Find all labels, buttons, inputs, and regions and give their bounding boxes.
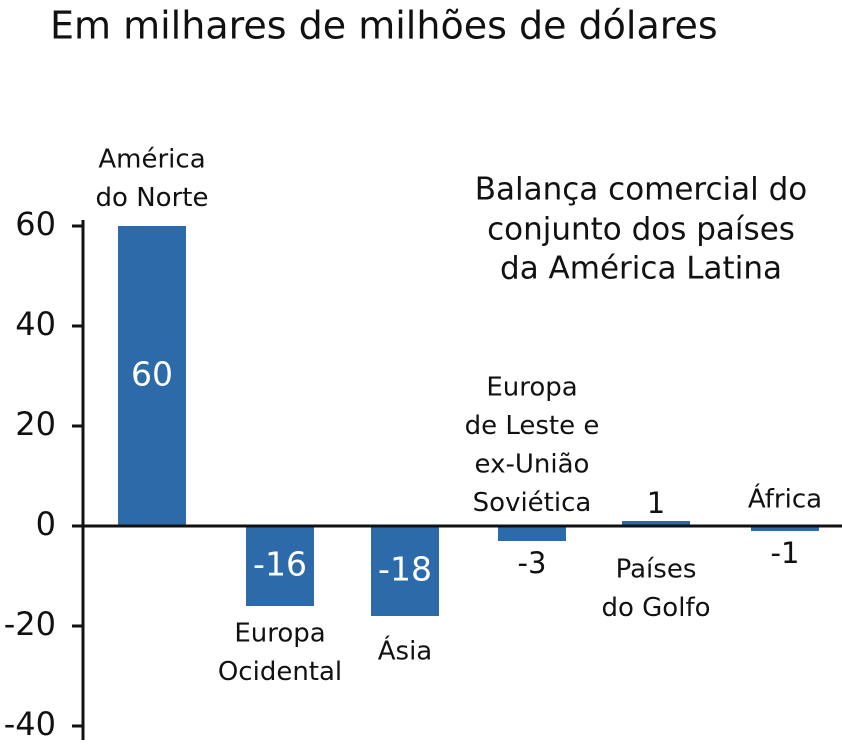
category-label: de Leste e (465, 411, 600, 441)
bar (622, 521, 690, 526)
y-tick-label: -20 (4, 605, 56, 643)
category-label: Países (616, 555, 697, 585)
category-label: do Golfo (601, 593, 710, 623)
value-label: 1 (647, 486, 665, 520)
category-label: do Norte (96, 183, 209, 213)
annotation: Balança comercial do conjunto dos países… (475, 172, 808, 287)
bar (118, 226, 186, 526)
y-tick-label: 60 (15, 205, 56, 243)
annotation-line: conjunto dos países (487, 212, 795, 248)
bar (498, 526, 566, 541)
category-label: América (98, 145, 205, 175)
value-label: -18 (378, 550, 432, 589)
bar (751, 526, 819, 531)
value-label: -3 (518, 546, 547, 580)
bar (246, 526, 314, 606)
category-label: Europa (486, 373, 577, 403)
value-label: -1 (771, 536, 800, 570)
y-tick-label: 40 (15, 305, 56, 343)
category-label: ex-União (475, 450, 590, 480)
category-label: Europa (234, 619, 325, 649)
annotation-line: Balança comercial do (475, 172, 808, 208)
y-tick-label: 0 (36, 505, 56, 543)
category-label: África (748, 483, 822, 515)
y-tick-label: -40 (4, 705, 56, 743)
category-label: Soviética (473, 488, 592, 518)
value-label: 60 (131, 355, 173, 394)
category-label: Ásia (378, 635, 433, 667)
category-label: Ocidental (218, 657, 342, 687)
chart-title: Em milhares de milhões de dólares (50, 4, 718, 48)
y-tick-label: 20 (15, 405, 56, 443)
annotation-line: da América Latina (500, 251, 782, 287)
bar (371, 526, 439, 616)
value-label: -16 (253, 545, 307, 584)
